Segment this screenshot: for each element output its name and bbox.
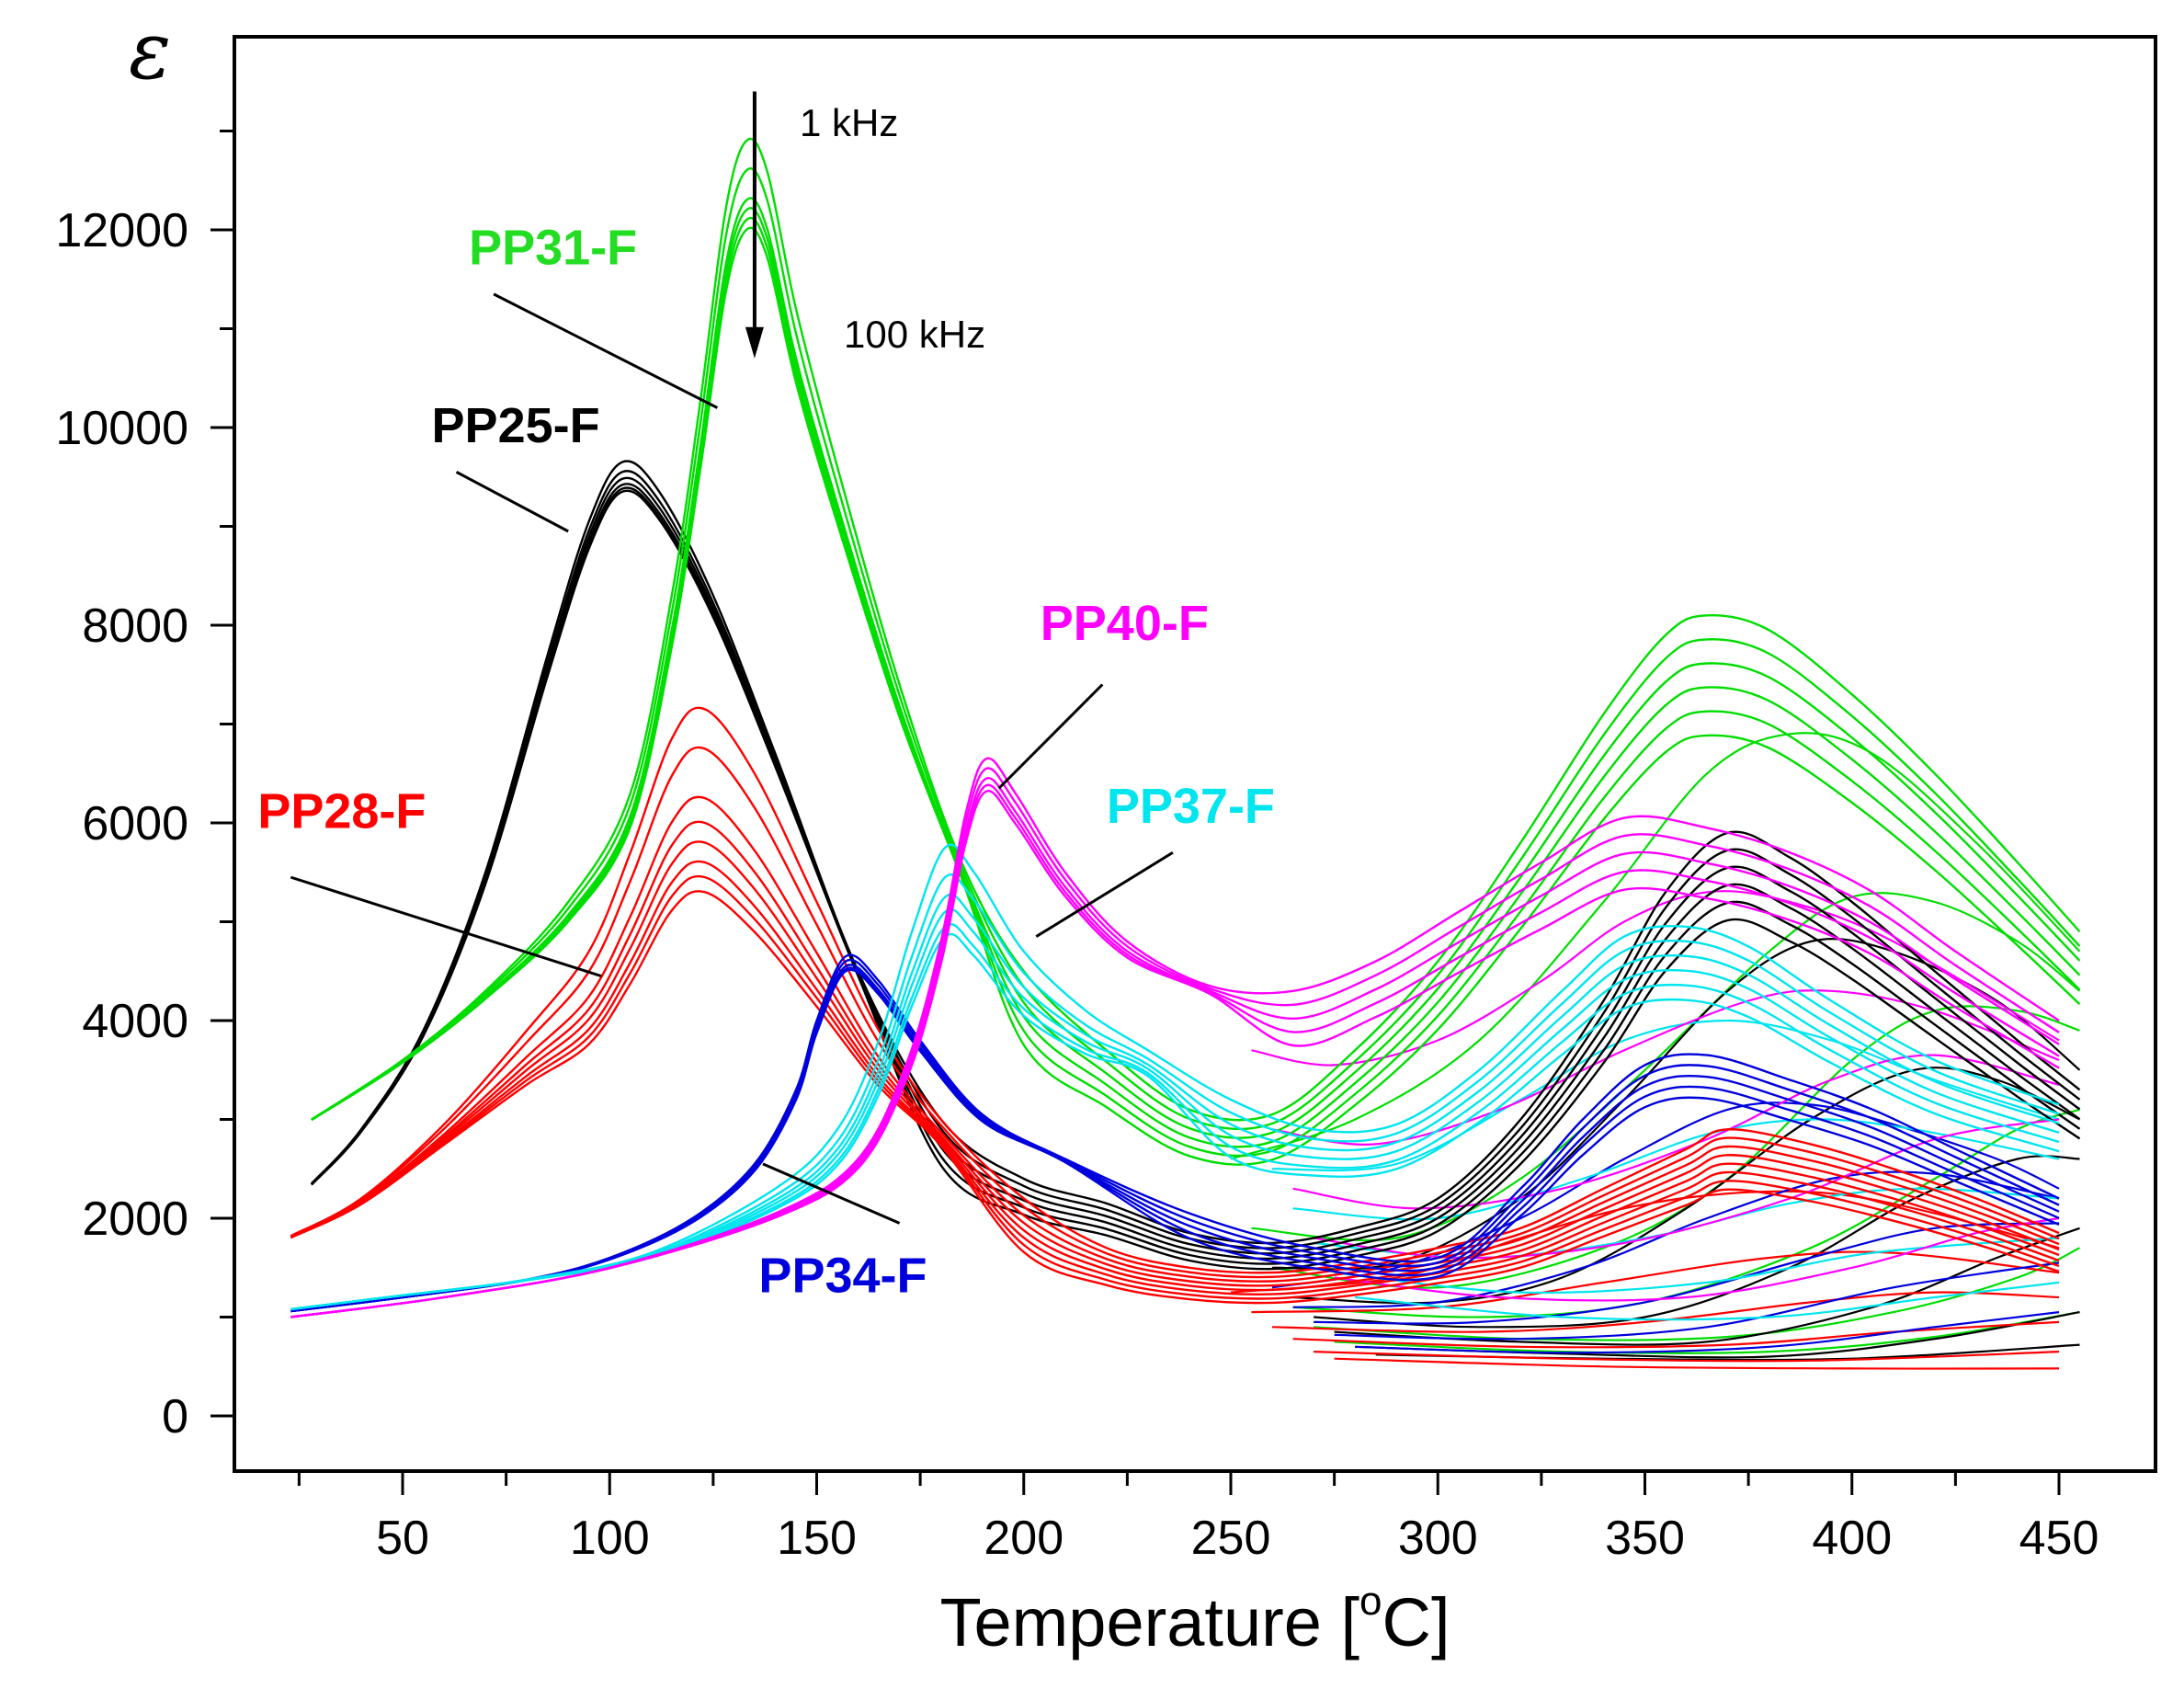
tail-curve [1230, 1190, 2060, 1294]
tail-curve [1334, 1216, 2060, 1302]
x-axis-title-unit: C] [1382, 1584, 1450, 1660]
tail-curve [1355, 1311, 2060, 1354]
label-pointer [290, 875, 602, 978]
frequency-annotation: 1 kHz 100 kHz [745, 91, 985, 359]
series-line-pp37-f [290, 893, 2060, 1311]
tail-curve [1271, 1291, 2060, 1333]
series-line-pp34-f [290, 968, 2060, 1313]
label-pointer [997, 683, 1104, 790]
x-tick-label: 100 [570, 1512, 650, 1565]
series-line-pp37-f [290, 843, 2060, 1311]
x-tick-label: 400 [1812, 1512, 1892, 1565]
series-label-pp25-f: PP25-F [432, 398, 600, 453]
y-tick-label: 2000 [82, 1193, 188, 1246]
x-tick-label: 50 [376, 1512, 429, 1565]
series-line-pp28-f [290, 874, 2060, 1300]
series-line-pp28-f [290, 860, 2060, 1295]
series-line-pp40-f [290, 790, 2060, 1318]
tail-curve [1334, 1261, 2060, 1341]
tail-curve [1334, 1311, 2080, 1354]
tail-curve [1314, 1222, 2060, 1325]
x-tick-label: 300 [1398, 1512, 1478, 1565]
label-pointer [762, 1162, 901, 1225]
tail-curve [1314, 1155, 2080, 1329]
tail-curve [1292, 1170, 2060, 1308]
tail-curve [1314, 1247, 2080, 1341]
x-tick-label: 350 [1605, 1512, 1685, 1565]
tail-curve [1334, 1227, 2080, 1346]
label-pointers [290, 292, 1174, 1225]
tail-curve [1251, 1250, 2060, 1314]
series-label-pp31-f: PP31-F [469, 221, 637, 276]
series-label-pp28-f: PP28-F [257, 783, 426, 839]
x-tick-label: 450 [2019, 1512, 2099, 1565]
tail-curve [1314, 1351, 2060, 1363]
plot-frame [233, 35, 2157, 1473]
frequency-arrow-head [745, 326, 764, 359]
tail-curve [1292, 1320, 2060, 1349]
series-line-pp25-f [311, 470, 2081, 1250]
x-tick-label: 200 [984, 1512, 1064, 1565]
series-line-pp31-f [311, 226, 2081, 1166]
x-axis-title: Temperature [oC] [939, 1579, 1450, 1660]
series-label-pp34-f: PP34-F [758, 1249, 927, 1304]
series-line-pp28-f [290, 795, 2060, 1283]
tail-curve [1230, 732, 2081, 1160]
y-tick-label: 8000 [82, 599, 188, 653]
series-labels: PP31-F PP25-F PP28-F PP40-F PP37-F PP34-F [257, 221, 1275, 1304]
y-tick-label: 4000 [82, 995, 188, 1048]
y-tick-label: 12000 [55, 204, 188, 257]
series-line-pp37-f [290, 873, 2060, 1311]
series-line-pp28-f [290, 890, 2060, 1305]
tail-curve [1251, 890, 2060, 1067]
series-curves [290, 137, 2081, 1318]
series-line-pp37-f [290, 907, 2060, 1311]
y-tick-label: 0 [162, 1390, 188, 1444]
tail-curve [1292, 1108, 2080, 1318]
series-line-pp40-f [290, 767, 2060, 1318]
frequency-label-100khz: 100 kHz [844, 313, 985, 356]
series-line-pp31-f [311, 137, 2081, 1122]
series-line-pp28-f [290, 840, 2060, 1292]
series-line-pp25-f [311, 476, 2081, 1255]
tail-curve [1292, 1054, 2060, 1210]
frequency-label-1khz: 1 kHz [800, 101, 898, 144]
series-line-pp25-f [311, 460, 2081, 1245]
series-line-pp31-f [311, 167, 2081, 1131]
label-pointer [493, 292, 719, 409]
series-label-pp40-f: PP40-F [1041, 596, 1209, 651]
tail-curves [1230, 732, 2081, 1370]
tail-curve [1355, 1281, 2060, 1321]
y-tick-label: 6000 [82, 797, 188, 850]
x-tick-label: 150 [777, 1512, 857, 1565]
series-line-pp28-f [290, 820, 2060, 1287]
tail-curve [1334, 1237, 2060, 1295]
label-pointer [455, 471, 569, 533]
series-line-pp28-f [290, 706, 2060, 1274]
y-axis: 0 2000 4000 6000 8000 10000 12000 [55, 130, 234, 1444]
y-axis-title: ε [129, 6, 171, 97]
label-pointer [1035, 850, 1174, 938]
x-axis-title-superscript: o [1359, 1579, 1382, 1624]
y-tick-label: 10000 [55, 402, 188, 455]
x-tick-label: 250 [1191, 1512, 1271, 1565]
tail-curve [1271, 1005, 2080, 1289]
series-line-pp40-f [290, 757, 2060, 1318]
tail-curve [1334, 1357, 2060, 1370]
x-axis: 50 100 150 200 250 300 350 400 450 [297, 1471, 2099, 1565]
series-label-pp37-f: PP37-F [1107, 779, 1275, 834]
x-axis-title-main: Temperature [ [939, 1584, 1359, 1660]
